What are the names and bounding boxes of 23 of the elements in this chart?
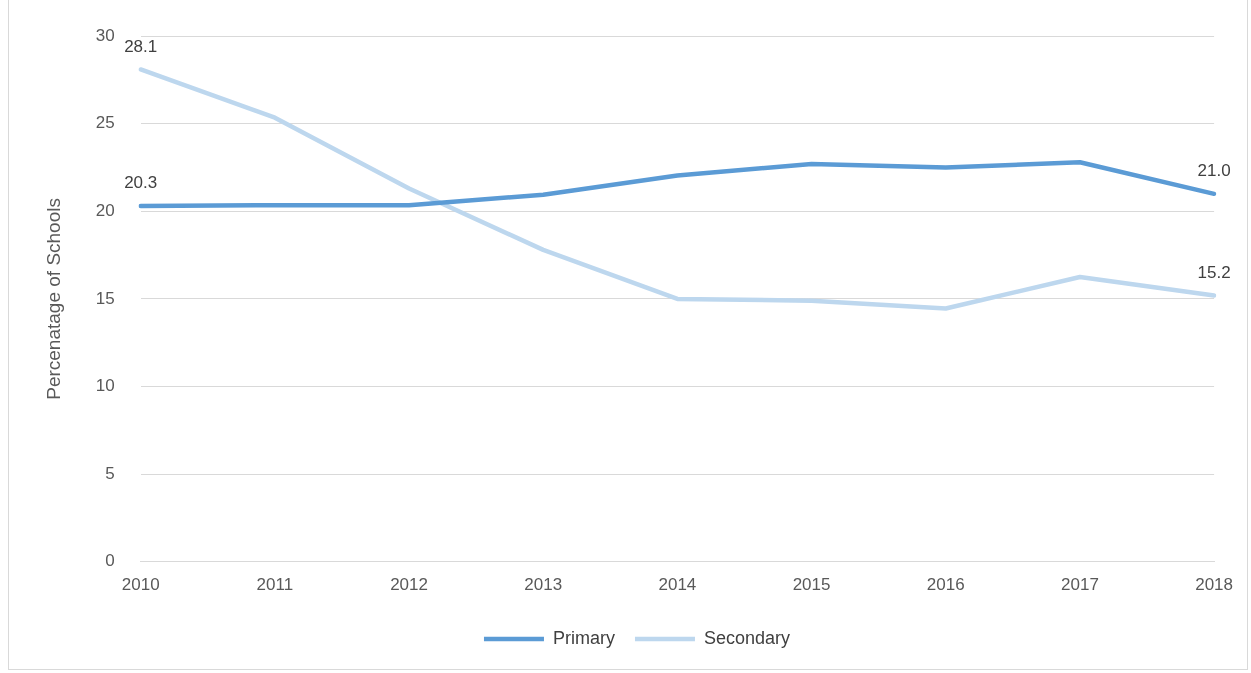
data-label: 21.0 bbox=[1197, 161, 1231, 181]
x-tick-label: 2014 bbox=[658, 575, 697, 595]
x-tick-label: 2015 bbox=[792, 575, 831, 595]
y-tick-label: 0 bbox=[105, 551, 115, 571]
x-tick-label: 2018 bbox=[1195, 575, 1233, 595]
legend-label: Secondary bbox=[703, 627, 791, 648]
y-tick-label: 10 bbox=[95, 376, 115, 396]
x-tick-label: 2011 bbox=[256, 575, 294, 595]
x-tick-label: 2017 bbox=[1061, 575, 1099, 595]
data-label: 20.3 bbox=[124, 173, 158, 193]
y-tick-label: 25 bbox=[95, 113, 115, 133]
x-tick-label: 2013 bbox=[524, 575, 563, 595]
data-label: 15.2 bbox=[1197, 262, 1231, 282]
y-tick-label: 20 bbox=[95, 201, 115, 221]
y-tick-label: 5 bbox=[105, 463, 115, 483]
y-tick-label: 15 bbox=[95, 288, 115, 308]
y-tick-label: 30 bbox=[95, 25, 115, 45]
x-tick-label: 2016 bbox=[926, 575, 965, 595]
y-axis-title: Percenatage of Schools bbox=[42, 198, 64, 400]
legend-label: Primary bbox=[552, 627, 615, 648]
data-label: 28.1 bbox=[124, 36, 158, 56]
x-tick-label: 2012 bbox=[390, 575, 428, 595]
x-tick-label: 2010 bbox=[121, 575, 160, 595]
